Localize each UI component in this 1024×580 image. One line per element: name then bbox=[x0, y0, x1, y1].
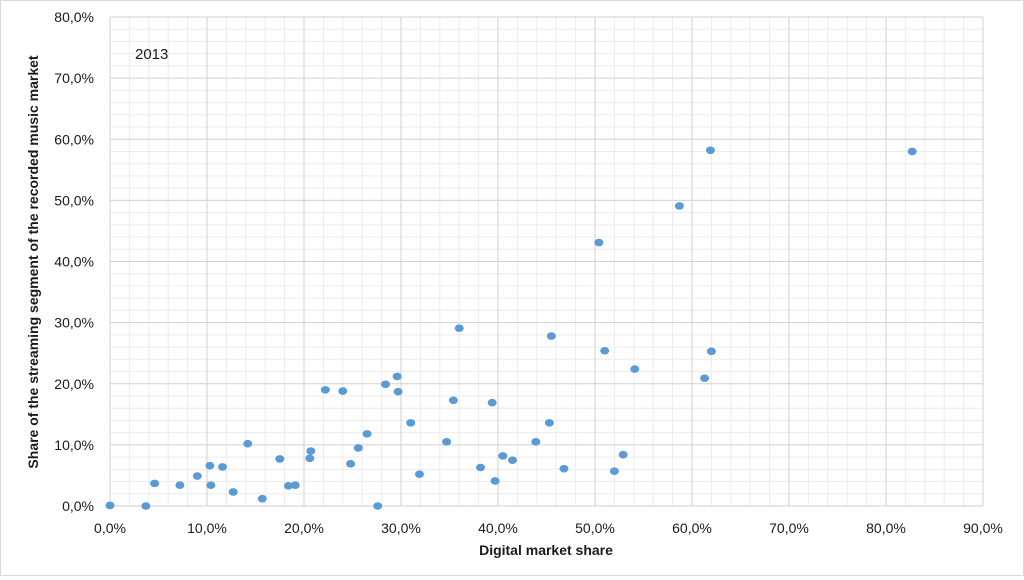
data-point bbox=[346, 460, 356, 468]
x-tick-label: 80,0% bbox=[866, 520, 906, 536]
data-point bbox=[338, 387, 348, 395]
x-axis-ticks: 0,0% 10,0% 20,0% 30,0% 40,0% 50,0% 60,0% 70,0% 8… bbox=[94, 520, 1003, 536]
x-tick-label: 60,0% bbox=[672, 520, 712, 536]
data-point bbox=[508, 456, 518, 464]
y-tick-label: 70,0% bbox=[54, 70, 94, 86]
data-point bbox=[705, 146, 715, 155]
data-point bbox=[442, 438, 452, 446]
data-point bbox=[306, 447, 316, 455]
data-point bbox=[283, 482, 293, 490]
data-point bbox=[630, 365, 640, 373]
y-axis-ticks: 0,0% 10,0% 20,0% 30,0% 40,0% 50,0% 60,0% 70,0% 8… bbox=[54, 9, 94, 514]
data-point bbox=[205, 461, 215, 470]
data-point bbox=[353, 444, 363, 452]
data-point bbox=[531, 438, 541, 446]
data-point bbox=[243, 439, 253, 448]
data-point bbox=[105, 501, 115, 510]
data-point bbox=[392, 372, 402, 381]
data-point bbox=[476, 463, 486, 472]
y-tick-label: 20,0% bbox=[54, 376, 94, 392]
y-tick-label: 0,0% bbox=[62, 498, 94, 514]
data-point bbox=[700, 374, 710, 383]
data-point bbox=[320, 386, 330, 394]
data-point bbox=[600, 346, 610, 355]
data-point bbox=[275, 455, 285, 463]
data-point bbox=[674, 202, 684, 210]
data-point bbox=[414, 470, 424, 479]
data-point bbox=[544, 419, 554, 427]
data-points bbox=[105, 146, 917, 510]
data-point bbox=[192, 472, 202, 480]
y-tick-label: 80,0% bbox=[54, 9, 94, 25]
data-point bbox=[559, 464, 569, 473]
x-tick-label: 10,0% bbox=[187, 520, 227, 536]
x-tick-label: 0,0% bbox=[94, 520, 126, 536]
major-gridlines bbox=[109, 16, 984, 507]
data-point bbox=[907, 147, 917, 156]
x-tick-label: 30,0% bbox=[381, 520, 421, 536]
y-tick-label: 10,0% bbox=[54, 437, 94, 453]
data-point bbox=[406, 419, 416, 427]
data-point bbox=[362, 430, 372, 438]
data-point bbox=[393, 387, 403, 396]
data-point bbox=[305, 454, 315, 463]
x-tick-label: 70,0% bbox=[769, 520, 809, 536]
x-axis-title: Digital market share bbox=[479, 542, 613, 558]
y-axis-title: Share of the streaming segment of the re… bbox=[25, 55, 41, 468]
x-tick-label: 50,0% bbox=[575, 520, 615, 536]
data-point bbox=[609, 467, 619, 475]
y-tick-label: 40,0% bbox=[54, 254, 94, 270]
data-point bbox=[448, 396, 458, 405]
data-point bbox=[498, 452, 508, 460]
y-tick-label: 30,0% bbox=[54, 315, 94, 331]
data-point bbox=[618, 450, 628, 459]
data-point bbox=[373, 502, 383, 510]
data-point bbox=[290, 481, 300, 490]
data-point bbox=[206, 481, 216, 490]
y-tick-label: 50,0% bbox=[54, 192, 94, 208]
data-point bbox=[175, 481, 185, 490]
x-tick-label: 90,0% bbox=[963, 520, 1003, 536]
data-point bbox=[257, 494, 267, 503]
data-point bbox=[487, 398, 497, 407]
data-point bbox=[594, 238, 604, 247]
x-tick-label: 40,0% bbox=[478, 520, 518, 536]
data-point bbox=[141, 502, 151, 510]
data-point bbox=[490, 477, 500, 485]
data-point bbox=[546, 332, 556, 340]
year-annotation: 2013 bbox=[135, 46, 168, 63]
data-point bbox=[380, 380, 390, 389]
data-point bbox=[218, 463, 228, 471]
data-point bbox=[706, 347, 716, 356]
data-point bbox=[150, 479, 160, 488]
data-point bbox=[454, 324, 464, 332]
y-tick-label: 60,0% bbox=[54, 131, 94, 147]
x-tick-label: 20,0% bbox=[284, 520, 324, 536]
data-point bbox=[228, 488, 238, 496]
